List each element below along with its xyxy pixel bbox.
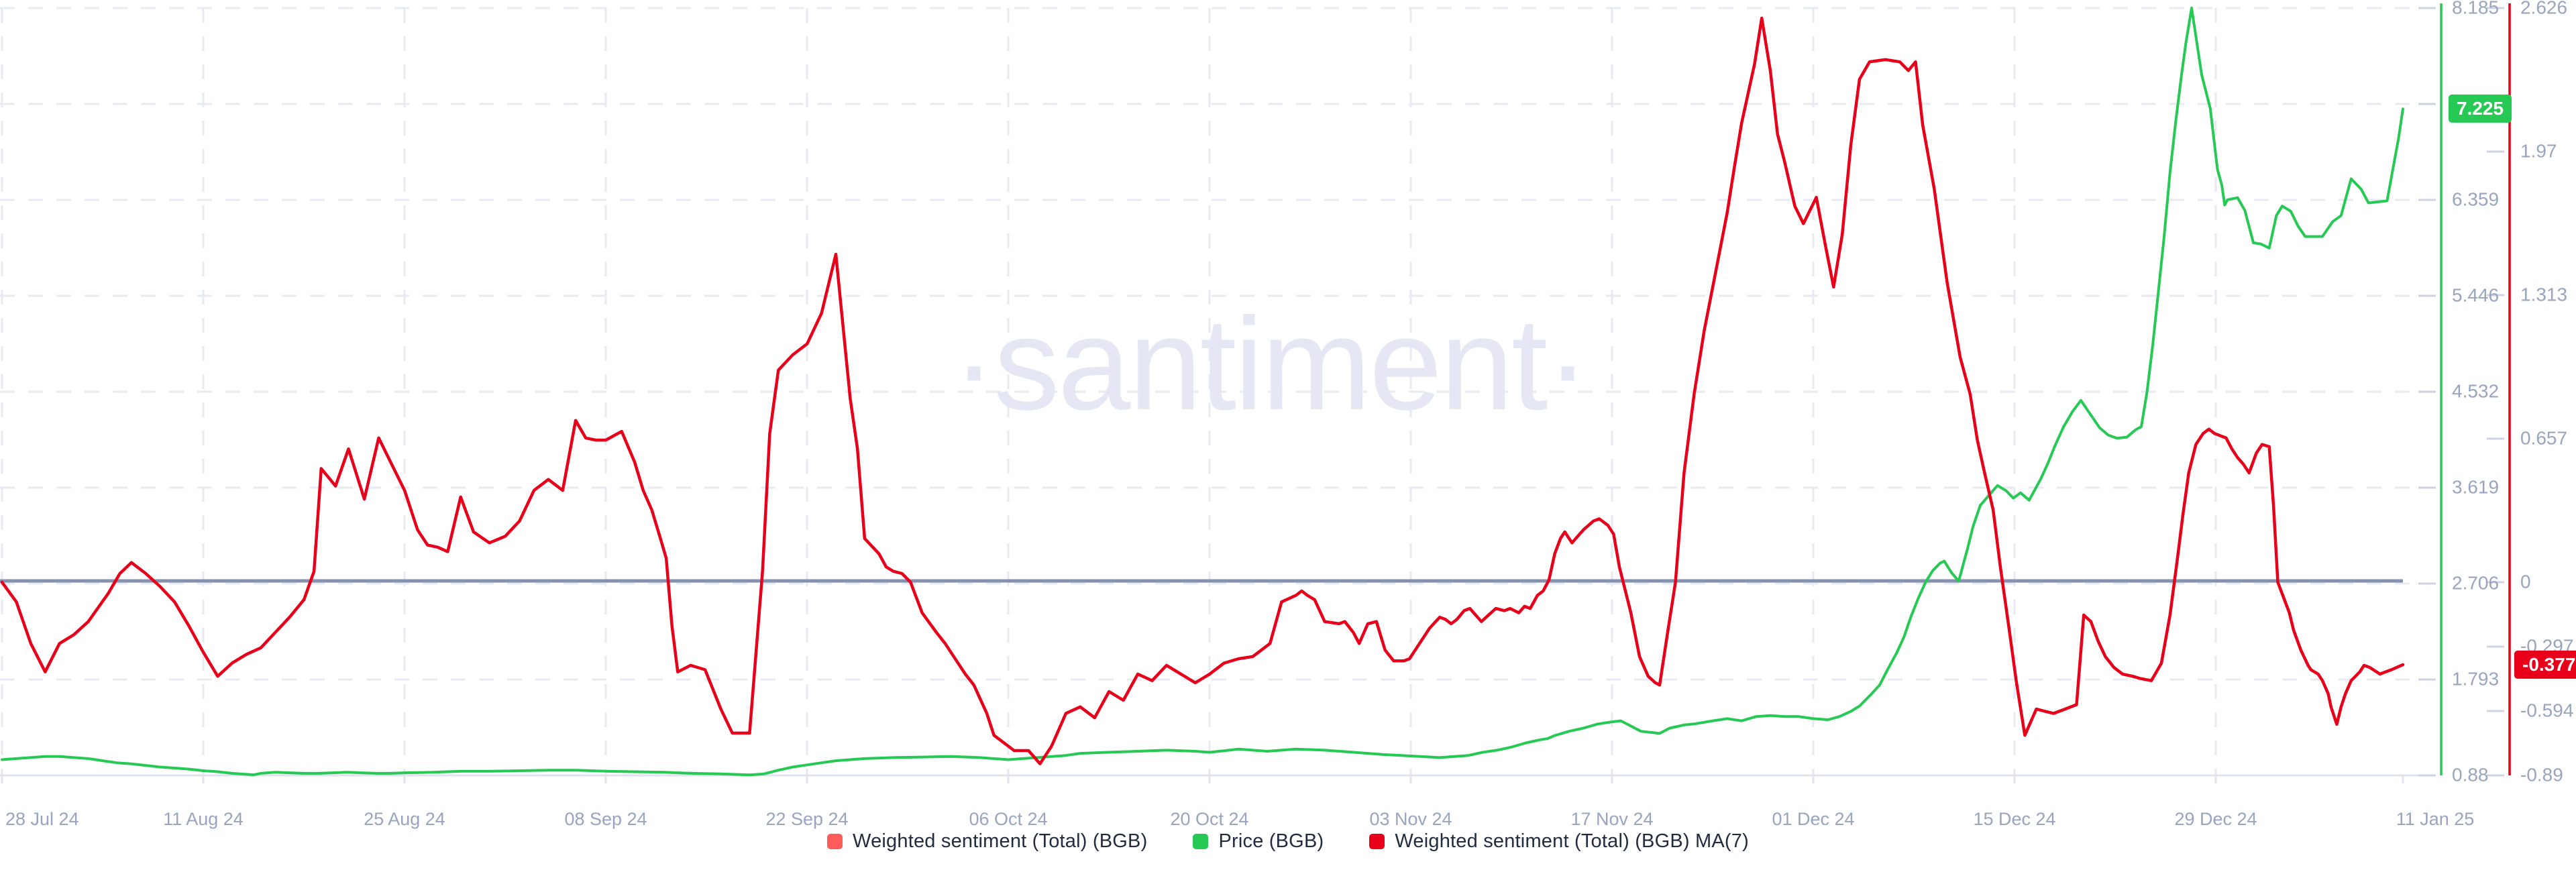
price-tick-label: 8.185	[2452, 0, 2500, 18]
price-tick-label: 0.88	[2452, 764, 2489, 785]
sentiment-tick-label: -0.594	[2520, 700, 2574, 721]
sentiment-last-value-badge: -0.377	[2514, 650, 2576, 679]
legend-item-weighted-sentiment[interactable]: Weighted sentiment (Total) (BGB)	[827, 830, 1147, 853]
legend: Weighted sentiment (Total) (BGB) Price (B…	[0, 830, 2576, 853]
price-tick-label: 1.793	[2452, 668, 2500, 690]
price-tick-label: 4.532	[2452, 380, 2500, 402]
date-tick-label: 22 Sep 24	[765, 809, 849, 829]
legend-swatch-icon	[1193, 834, 1209, 849]
sentiment-tick-label: 0	[2520, 571, 2531, 592]
date-tick-label: 29 Dec 24	[2174, 809, 2257, 829]
date-tick-label: 17 Nov 24	[1570, 809, 1654, 829]
date-tick-label: 01 Dec 24	[1772, 809, 1855, 829]
sentiment-tick-label: 1.313	[2520, 284, 2568, 305]
price-last-value-badge: 7.225	[2449, 94, 2512, 123]
sentiment-tick-label: -0.89	[2520, 764, 2563, 785]
sentiment-tick-label: 1.97	[2520, 140, 2557, 162]
legend-item-price[interactable]: Price (BGB)	[1193, 830, 1324, 853]
legend-label: Weighted sentiment (Total) (BGB) MA(7)	[1395, 830, 1749, 852]
legend-item-weighted-sentiment-ma7[interactable]: Weighted sentiment (Total) (BGB) MA(7)	[1369, 830, 1749, 853]
series-line-sentiment-ma7	[0, 16, 2405, 765]
sentiment-tick-label: 2.626	[2520, 0, 2568, 18]
sentiment-tick-label: 0.657	[2520, 427, 2568, 449]
price-tick-label: 5.446	[2452, 284, 2500, 306]
series-line-price	[1, 7, 2404, 777]
date-tick-label: 08 Sep 24	[564, 809, 647, 829]
price-tick-label: 2.706	[2452, 572, 2500, 594]
date-tick-label: 25 Aug 24	[364, 809, 445, 829]
date-tick-label: 11 Aug 24	[163, 809, 244, 829]
legend-label: Weighted sentiment (Total) (BGB)	[853, 830, 1148, 852]
price-tick-label: 6.359	[2452, 188, 2500, 210]
date-tick-label: 06 Oct 24	[969, 809, 1048, 829]
date-tick-label: 28 Jul 24	[5, 809, 79, 829]
date-tick-label: 20 Oct 24	[1170, 809, 1249, 829]
price-tick-label: 3.619	[2452, 476, 2500, 498]
legend-label: Price (BGB)	[1218, 830, 1324, 852]
date-tick-label: 03 Nov 24	[1369, 809, 1452, 829]
legend-swatch-icon	[1369, 834, 1385, 849]
legend-swatch-icon	[827, 834, 843, 849]
date-tick-label: 11 Jan 25	[2396, 809, 2475, 829]
date-tick-label: 15 Dec 24	[1973, 809, 2056, 829]
